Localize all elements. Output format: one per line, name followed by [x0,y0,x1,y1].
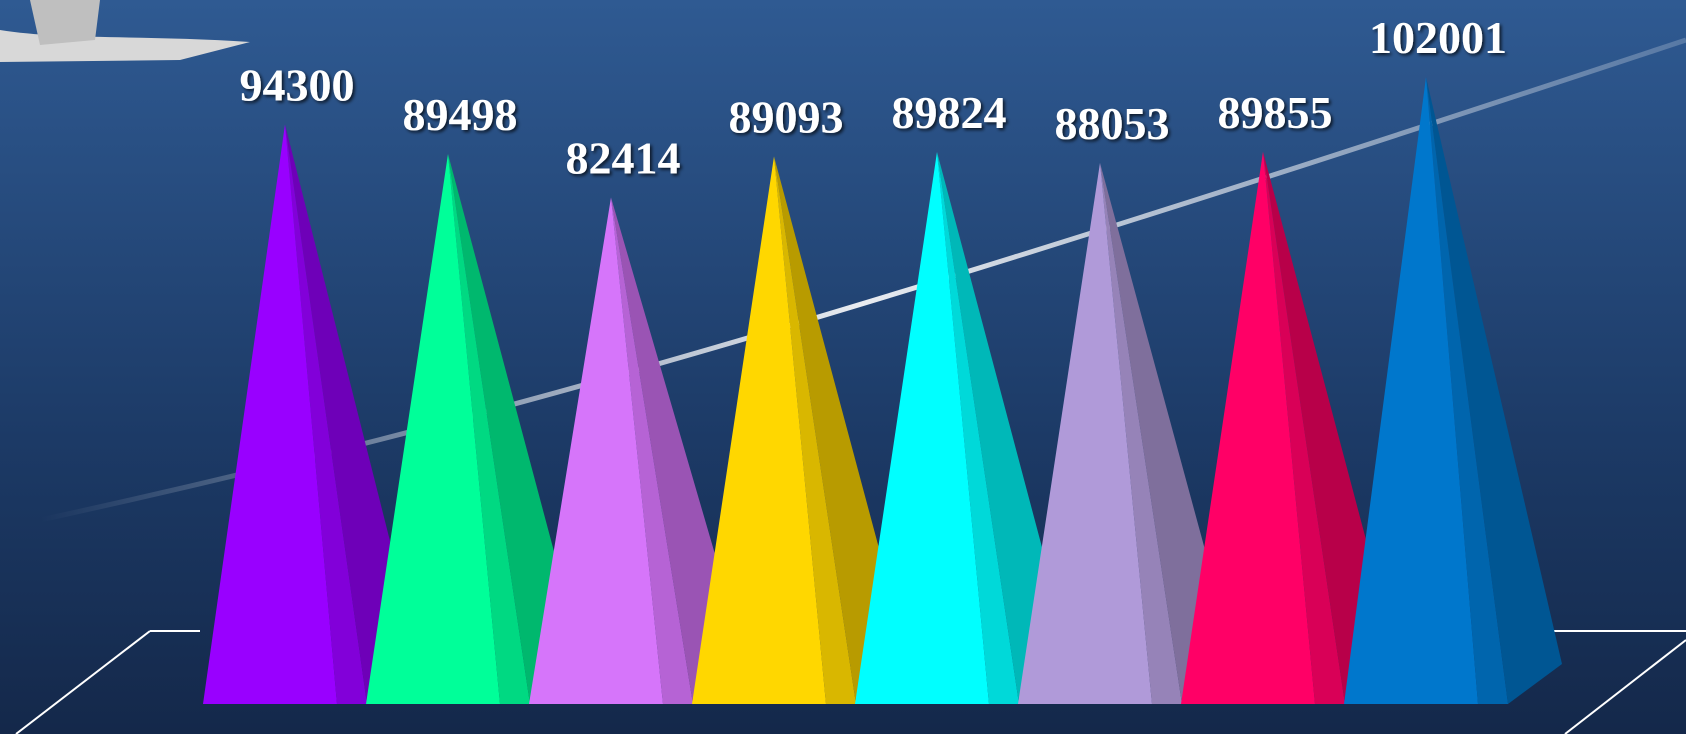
pyramid-side-inner [285,124,367,704]
pyramid-side [285,124,421,704]
pyramid-front [1181,151,1315,705]
pyramid-side [448,153,584,704]
value-label: 89498 [403,89,518,140]
pyramid-side-inner [1426,77,1508,705]
pyramid-side-inner [448,153,530,704]
pyramid-side-inner [937,151,1019,704]
pyramid-front [692,156,826,704]
pyramid-side-inner [774,156,856,704]
pyramid-front [1344,77,1478,705]
pyramid-side-inner [1263,151,1345,705]
pyramid-side-inner [1100,162,1182,705]
value-label: 88053 [1055,98,1170,149]
pyramid-front [529,197,663,704]
value-label: 94300 [240,59,355,110]
plot: 94300 89498 82414 89093 89824 88053 89855 10200… [203,12,1562,705]
pyramid-side [1426,77,1562,705]
pyramid-front [855,151,989,704]
pyramid-front [366,153,500,704]
value-label: 82414 [566,133,681,184]
pyramid-front [1018,162,1152,705]
value-label: 89093 [729,91,844,142]
value-label: 89855 [1218,87,1333,138]
pyramid-front [203,124,337,704]
pyramid-side-inner [611,197,693,704]
value-label: 102001 [1369,12,1507,63]
value-label: 89824 [892,87,1007,138]
figure [30,0,100,45]
floor [15,630,1686,734]
